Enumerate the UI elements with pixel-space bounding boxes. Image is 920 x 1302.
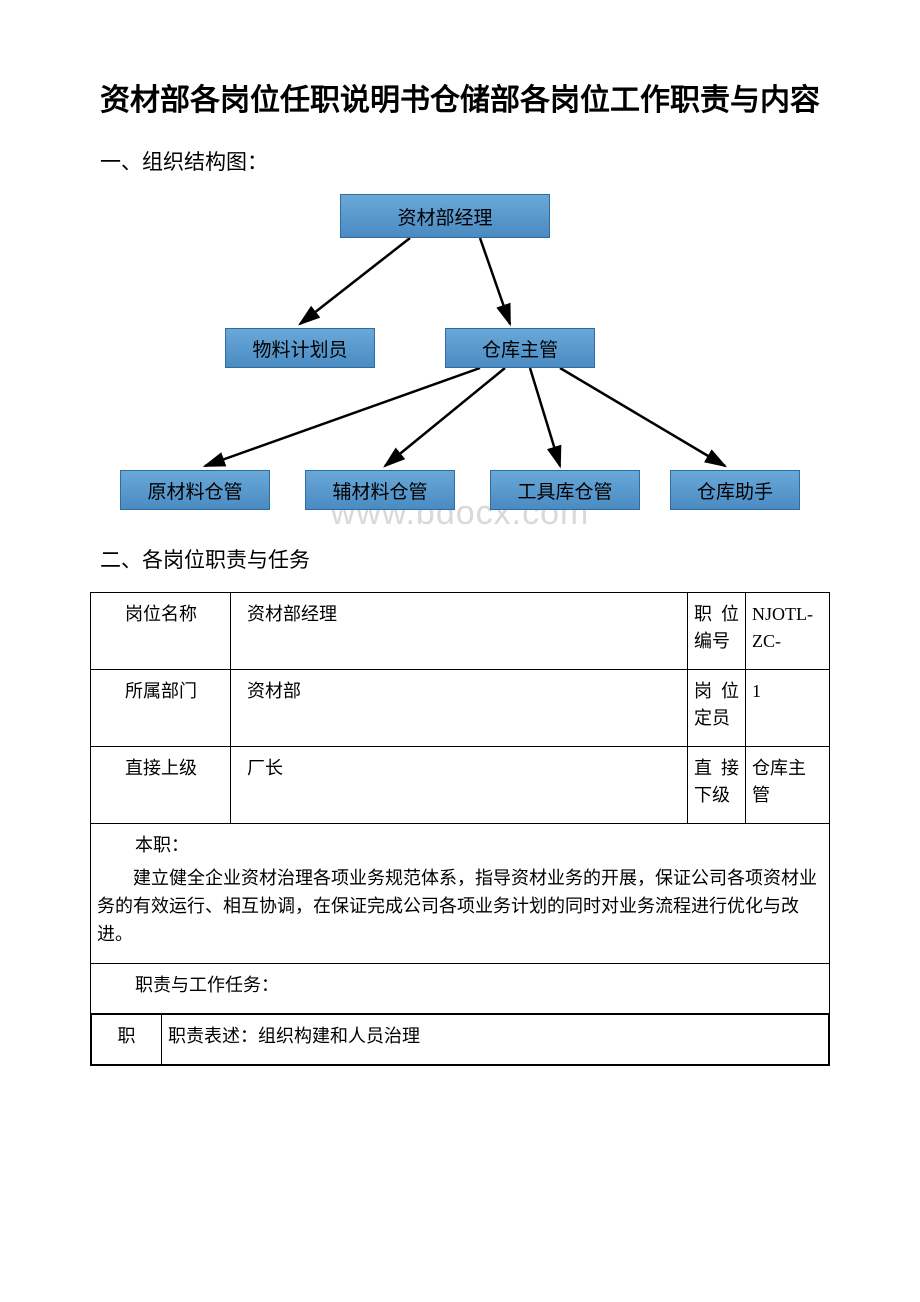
section-2-heading: 二、各岗位职责与任务: [100, 544, 830, 574]
table-row: 本职： 建立健全企业资材治理各项业务规范体系，指导资材业务的开展，保证公司各项资…: [91, 824, 830, 964]
table-row: 职 职责表述：组织构建和人员治理: [91, 1013, 830, 1065]
org-node-manager: 资材部经理: [340, 194, 550, 238]
cell-superior-label: 直接上级: [91, 747, 231, 824]
org-node-assist: 仓库助手: [670, 470, 800, 510]
cell-tasks-header: 职责与工作任务：: [91, 963, 830, 1013]
cell-superior-value: 厂长: [231, 747, 688, 824]
document-title: 资材部各岗位任职说明书仓储部各岗位工作职责与内容: [90, 80, 830, 122]
cell-dept-label: 所属部门: [91, 670, 231, 747]
org-node-aux: 辅材料仓管: [305, 470, 455, 510]
duty-sub-table: 职 职责表述：组织构建和人员治理: [91, 1014, 829, 1065]
org-node-raw: 原材料仓管: [120, 470, 270, 510]
org-node-tool: 工具库仓管: [490, 470, 640, 510]
cell-code-value: NJOTL-ZC-: [746, 593, 830, 670]
cell-subordinate-label: 直接下级: [688, 747, 746, 824]
cell-quota-label: 岗位定员: [688, 670, 746, 747]
sub-cell-right: 职责表述：组织构建和人员治理: [162, 1014, 829, 1064]
duty-text: 建立健全企业资材治理各项业务规范体系，指导资材业务的开展，保证公司各项资材业务的…: [97, 865, 823, 949]
cell-quota-value: 1: [746, 670, 830, 747]
org-node-supervisor: 仓库主管: [445, 328, 595, 368]
cell-duty: 本职： 建立健全企业资材治理各项业务规范体系，指导资材业务的开展，保证公司各项资…: [91, 824, 830, 964]
table-row: 职责与工作任务：: [91, 963, 830, 1013]
document-page: 资材部各岗位任职说明书仓储部各岗位工作职责与内容 一、组织结构图： www.bd…: [0, 0, 920, 1106]
job-description-table: 岗位名称 资材部经理 职位编号 NJOTL-ZC- 所属部门 资材部 岗位定员 …: [90, 592, 830, 1066]
org-chart: www.bdocx.com 资材部经理 物料计划员 仓库主管 原材料仓管 辅材料…: [90, 194, 830, 534]
table-row: 岗位名称 资材部经理 职位编号 NJOTL-ZC-: [91, 593, 830, 670]
tasks-label: 职责与工作任务：: [97, 972, 279, 999]
section-1-heading: 一、组织结构图：: [100, 146, 830, 176]
sub-cell-left: 职: [92, 1014, 162, 1064]
cell-position-value: 资材部经理: [231, 593, 688, 670]
duty-label: 本职：: [97, 832, 189, 859]
cell-subtable: 职 职责表述：组织构建和人员治理: [91, 1013, 830, 1065]
cell-dept-value: 资材部: [231, 670, 688, 747]
cell-code-label: 职位编号: [688, 593, 746, 670]
table-row: 所属部门 资材部 岗位定员 1: [91, 670, 830, 747]
cell-position-label: 岗位名称: [91, 593, 231, 670]
cell-subordinate-value: 仓库主管: [746, 747, 830, 824]
org-node-planner: 物料计划员: [225, 328, 375, 368]
table-row: 直接上级 厂长 直接下级 仓库主管: [91, 747, 830, 824]
